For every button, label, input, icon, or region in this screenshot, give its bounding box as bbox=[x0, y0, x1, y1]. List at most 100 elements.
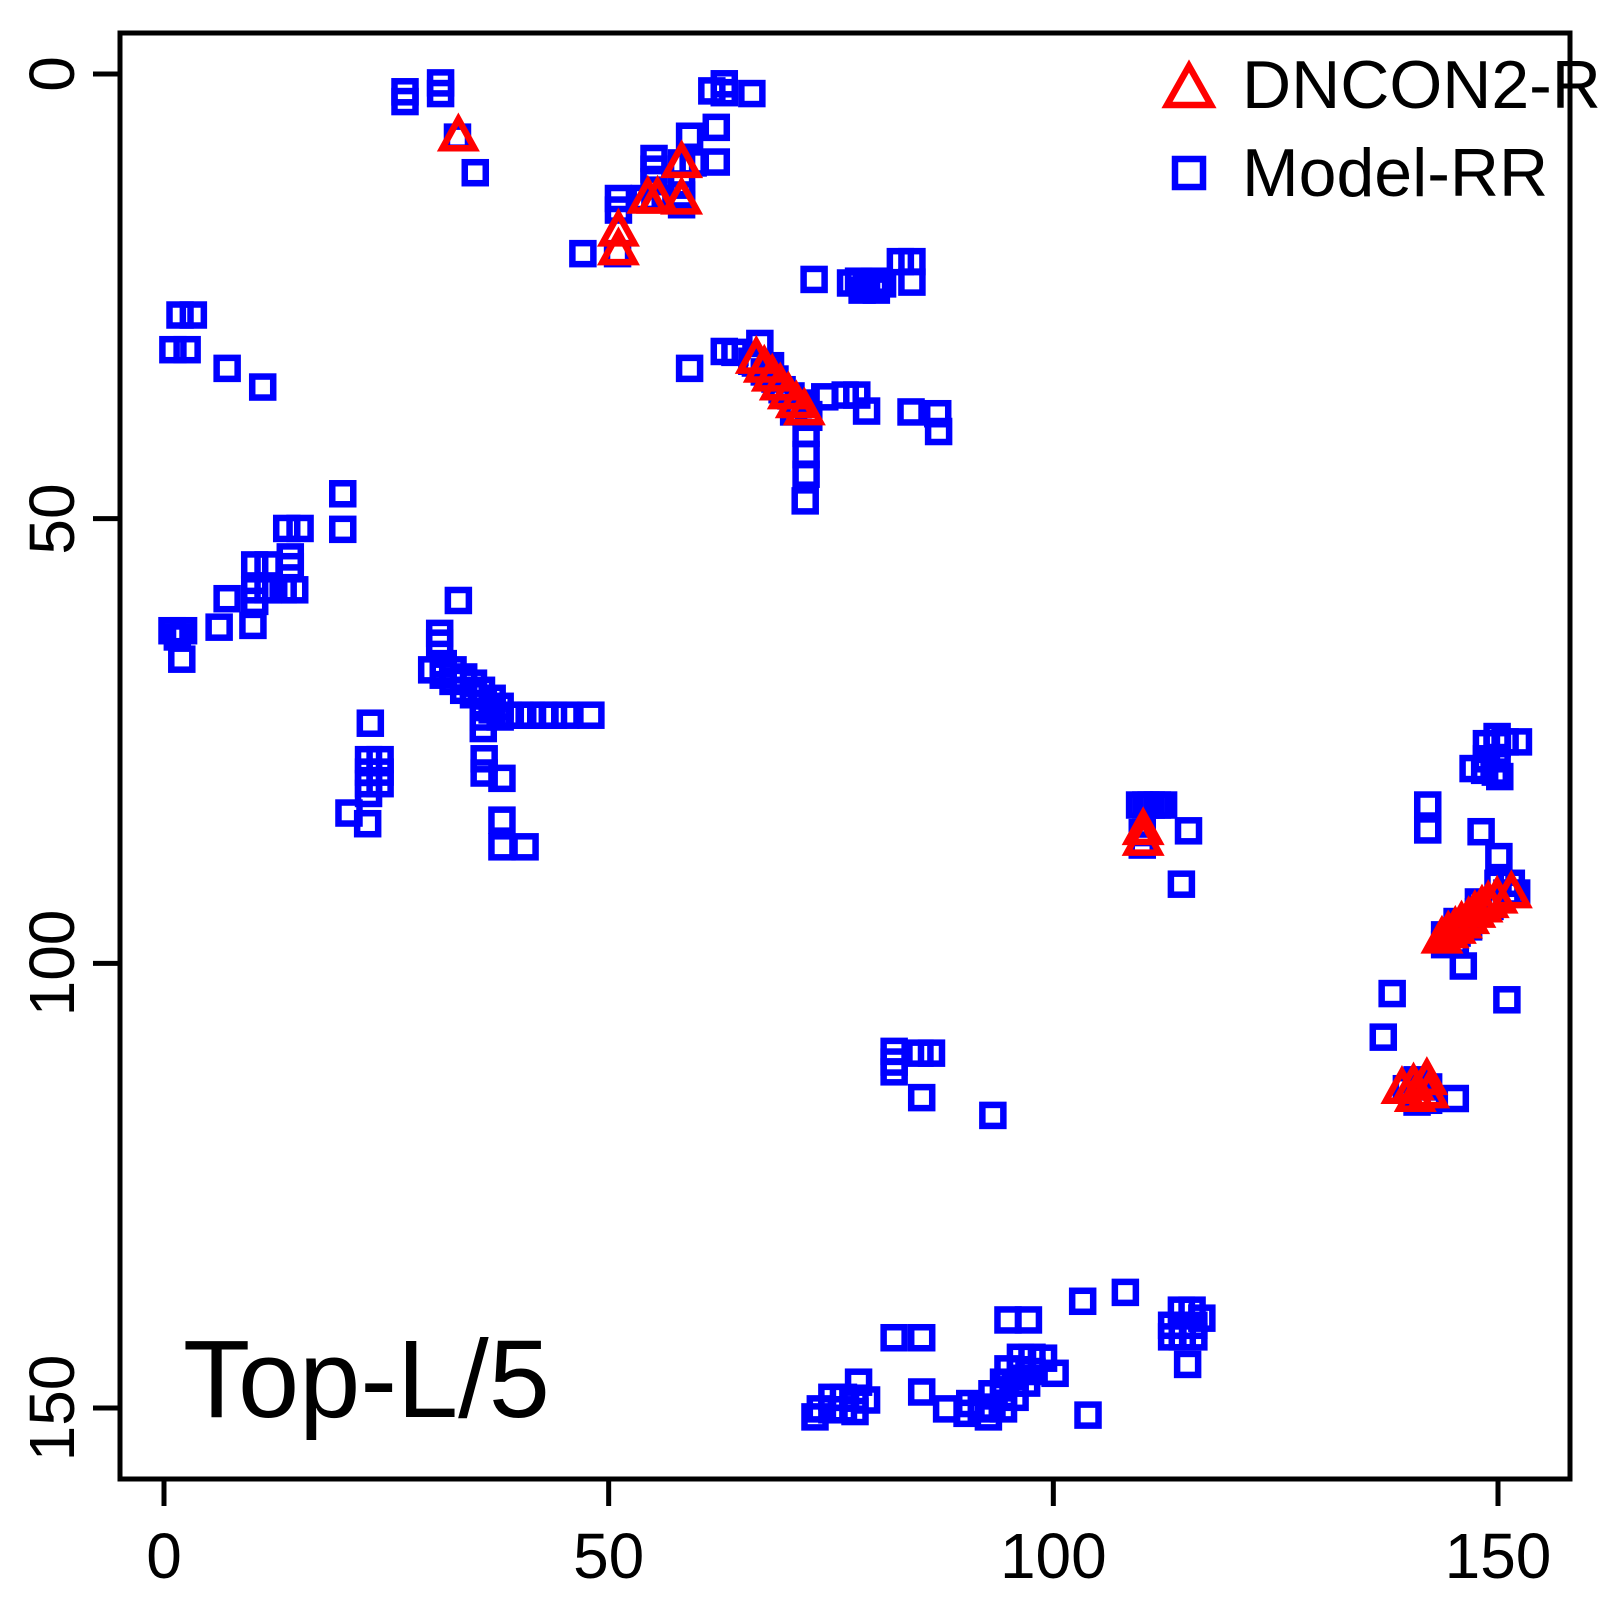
model-rr-marker bbox=[470, 745, 498, 773]
triangle-icon bbox=[1161, 59, 1217, 109]
model-rr-marker bbox=[356, 709, 385, 737]
model-rr-marker bbox=[1413, 791, 1442, 819]
model-rr-marker bbox=[213, 354, 241, 383]
square-icon bbox=[1171, 155, 1207, 191]
legend-label-dncon2-rr: DNCON2-RR bbox=[1242, 47, 1600, 123]
dncon2-rr-marker bbox=[636, 174, 680, 214]
dncon2-rr-marker bbox=[1489, 869, 1533, 909]
legend-item-dncon2-rr: DNCON2-RR bbox=[1160, 46, 1600, 124]
model-rr-marker bbox=[1111, 1278, 1140, 1307]
model-rr-marker bbox=[907, 1323, 936, 1352]
model-rr-marker bbox=[1486, 762, 1514, 791]
dncon2-rr-marker bbox=[436, 112, 480, 152]
dncon2-rr-marker bbox=[1405, 1056, 1449, 1096]
model-rr-marker bbox=[907, 1083, 936, 1112]
model-rr-marker bbox=[1180, 1323, 1208, 1351]
model-rr-marker bbox=[1074, 1401, 1102, 1429]
dncon2-rr-marker bbox=[1475, 874, 1519, 914]
model-rr-marker bbox=[280, 576, 309, 604]
dncon2-rr-marker bbox=[1407, 1069, 1451, 1109]
y-tick-label: 0 bbox=[16, 56, 88, 92]
dncon2-rr-marker bbox=[596, 207, 640, 247]
model-rr-marker bbox=[1485, 842, 1513, 871]
model-rr-marker bbox=[979, 1101, 1007, 1130]
model-rr-marker bbox=[1467, 817, 1495, 846]
dncon2-rr-marker bbox=[1121, 816, 1165, 856]
model-rr-marker bbox=[461, 158, 490, 187]
model-rr-marker bbox=[213, 584, 241, 613]
model-rr-marker bbox=[286, 514, 314, 543]
model-rr-marker bbox=[792, 460, 820, 488]
model-rr-marker bbox=[1493, 986, 1521, 1014]
model-rr-marker bbox=[1068, 1287, 1097, 1316]
model-rr-marker bbox=[907, 1378, 936, 1406]
model-rr-marker bbox=[577, 701, 605, 729]
legend-item-model-rr: Model-RR bbox=[1160, 134, 1600, 212]
model-rr-marker bbox=[800, 265, 828, 294]
dncon2-rr-marker bbox=[1460, 883, 1504, 923]
model-rr-marker bbox=[354, 779, 383, 808]
model-rr-marker bbox=[159, 335, 187, 364]
model-rr-marker bbox=[426, 79, 455, 108]
legend-label-model-rr: Model-RR bbox=[1242, 135, 1549, 211]
model-rr-marker bbox=[179, 301, 208, 329]
model-rr-marker bbox=[738, 79, 766, 108]
model-rr-marker bbox=[1174, 817, 1203, 845]
model-rr-marker bbox=[1041, 1359, 1069, 1388]
model-rr-marker bbox=[1369, 1023, 1398, 1051]
model-rr-marker bbox=[254, 576, 282, 604]
model-rr-marker bbox=[702, 113, 731, 142]
model-rr-marker bbox=[1449, 952, 1478, 980]
model-rr-marker bbox=[880, 1058, 908, 1086]
model-rr-marker bbox=[897, 398, 925, 426]
model-rr-marker bbox=[173, 335, 201, 364]
model-rr-marker bbox=[1504, 728, 1533, 756]
y-tick-label: 100 bbox=[16, 909, 88, 1017]
model-rr-marker bbox=[675, 122, 704, 151]
model-rr-marker bbox=[801, 1403, 829, 1431]
model-rr-marker bbox=[569, 239, 597, 268]
model-rr-marker bbox=[488, 806, 516, 834]
model-rr-marker bbox=[1378, 979, 1406, 1008]
x-tick-label: 100 bbox=[999, 1520, 1107, 1592]
dncon2-rr-marker bbox=[1393, 1073, 1437, 1112]
dncon2-rr-marker bbox=[596, 226, 640, 266]
dncon2-rr-marker bbox=[1121, 806, 1165, 846]
dncon2-rr-marker bbox=[660, 175, 704, 215]
dncon2-rr-marker bbox=[782, 386, 826, 426]
model-rr-marker bbox=[1014, 1306, 1043, 1334]
model-rr-marker bbox=[848, 276, 876, 304]
model-rr-marker bbox=[391, 87, 419, 116]
x-tick-label: 0 bbox=[146, 1520, 182, 1592]
model-rr-marker bbox=[1149, 791, 1178, 819]
legend: DNCON2-RR Model-RR bbox=[1160, 46, 1600, 212]
model-rr-marker bbox=[444, 586, 473, 615]
dncon2-rr-marker bbox=[660, 139, 704, 179]
model-rr-marker bbox=[1167, 870, 1196, 898]
model-rr-marker bbox=[488, 833, 516, 861]
model-rr-marker bbox=[248, 373, 277, 401]
model-rr-marker bbox=[967, 1395, 996, 1423]
model-rr-marker bbox=[917, 1039, 946, 1067]
x-tick-label: 50 bbox=[573, 1520, 645, 1592]
model-rr-marker bbox=[702, 148, 731, 176]
model-rr-marker bbox=[329, 515, 357, 544]
model-rr-marker bbox=[880, 1323, 908, 1352]
model-rr-marker bbox=[1413, 816, 1442, 844]
model-rr-marker bbox=[841, 1397, 869, 1426]
model-rr-marker bbox=[1441, 1084, 1470, 1113]
model-rr-marker bbox=[862, 276, 891, 304]
model-rr-marker bbox=[488, 764, 516, 793]
model-rr-marker bbox=[163, 623, 192, 651]
y-tick-label: 150 bbox=[16, 1354, 88, 1462]
model-rr-marker bbox=[953, 1399, 981, 1428]
model-rr-marker bbox=[353, 809, 382, 838]
model-rr-marker bbox=[254, 551, 282, 579]
model-rr-marker bbox=[329, 480, 357, 508]
model-rr-marker bbox=[1173, 1350, 1202, 1379]
model-rr-marker bbox=[792, 419, 820, 448]
model-rr-marker bbox=[852, 397, 881, 425]
model-rr-marker bbox=[205, 613, 233, 641]
model-rr-marker bbox=[168, 645, 196, 673]
